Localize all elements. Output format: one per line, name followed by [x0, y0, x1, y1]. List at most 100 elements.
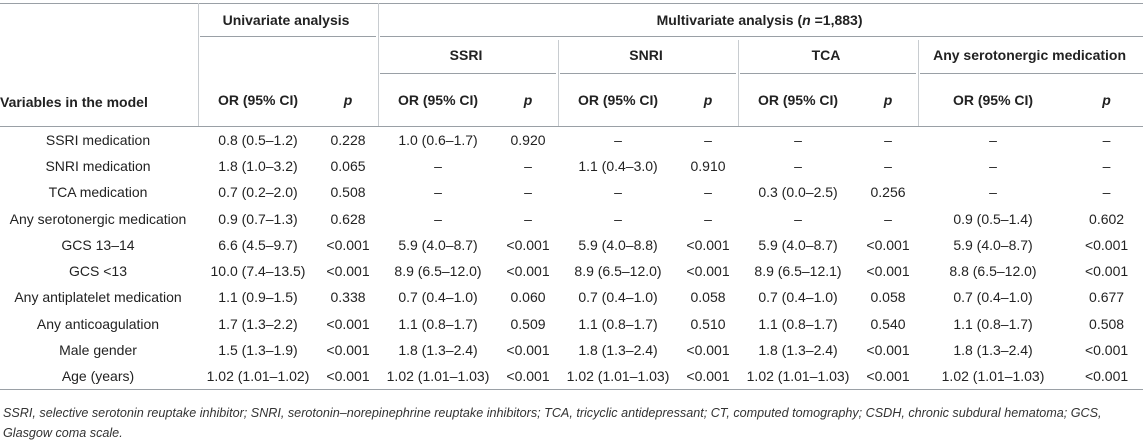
cell: –: [989, 184, 997, 201]
row-variable: Any anticoagulation: [36, 315, 160, 332]
cell: 1.8 (1.3–2.4): [953, 342, 1033, 359]
cell: <0.001: [1084, 263, 1129, 280]
header-separator: [558, 40, 559, 126]
group-header-ssri: SSRI: [449, 47, 483, 63]
cell: –: [794, 131, 802, 148]
multivariate-prefix: Multivariate analysis (: [656, 12, 803, 29]
cell: <0.001: [686, 263, 730, 280]
table-row: Any antiplatelet medication 1.1 (0.9–1.5…: [0, 284, 1143, 310]
cell: –: [614, 184, 622, 201]
header-separator: [738, 40, 739, 126]
cell: 0.3 (0.0–2.5): [758, 184, 838, 201]
cell: <0.001: [500, 363, 557, 390]
cell: 1.1 (0.8–1.7): [953, 315, 1033, 332]
cell: 1.8 (1.0–3.2): [218, 157, 298, 174]
cell: –: [1102, 184, 1111, 201]
cell: –: [434, 210, 442, 227]
table-row: TCA medication 0.7 (0.2–2.0) 0.508 – – –…: [0, 179, 1143, 205]
table-row: Age (years) 1.02 (1.01–1.02) <0.001 1.02…: [0, 363, 1143, 390]
cell: 0.510: [690, 315, 726, 332]
group-header-snri: SNRI: [629, 47, 663, 63]
cell: –: [524, 184, 532, 201]
p-header-snri: p: [680, 73, 737, 127]
cell: –: [614, 210, 622, 227]
or-header-tca: OR (95% CI): [736, 73, 861, 127]
table-footnote: SSRI, selective serotonin reuptake inhib…: [3, 406, 1102, 440]
cell: 0.540: [870, 315, 906, 332]
table-row: GCS <13 10.0 (7.4–13.5) <0.001 8.9 (6.5–…: [0, 258, 1143, 284]
cell: 0.065: [330, 157, 366, 174]
cell: 1.1 (0.8–1.7): [578, 315, 658, 332]
cell: 1.8 (1.3–2.4): [398, 342, 478, 359]
cell: 0.508: [1089, 315, 1125, 332]
any-underline: [920, 73, 1143, 74]
cell: –: [794, 157, 802, 174]
cell: <0.001: [866, 263, 910, 280]
cell: 5.9 (4.0–8.7): [953, 236, 1033, 253]
cell: <0.001: [860, 363, 917, 390]
cell: <0.001: [686, 342, 730, 359]
header-separator: [198, 3, 199, 126]
cell: 0.628: [330, 210, 366, 227]
cell: <0.001: [326, 342, 370, 359]
cell: 0.7 (0.4–1.0): [398, 289, 478, 306]
or-header-snri: OR (95% CI): [556, 73, 681, 127]
cell: 1.02 (1.01–1.02): [196, 363, 320, 390]
row-variable: SSRI medication: [45, 131, 151, 148]
univariate-underline: [200, 36, 376, 37]
header-row-2: SSRI SNRI TCA Any serotonergic medicatio…: [0, 37, 1143, 74]
cell: –: [884, 210, 892, 227]
row-variable: GCS 13–14: [61, 236, 135, 253]
blank-header-cell: [196, 37, 376, 74]
group-header-tca: TCA: [811, 47, 841, 63]
univariate-header: Univariate analysis: [196, 3, 377, 37]
p-header-ssri: p: [500, 73, 557, 127]
cell: –: [1102, 157, 1111, 174]
cell: <0.001: [506, 342, 550, 359]
cell: 0.920: [510, 131, 546, 148]
cell: 1.02 (1.01–1.03): [736, 363, 861, 390]
blank-header-cell: [0, 37, 196, 74]
table-row: Male gender 1.5 (1.3–1.9) <0.001 1.8 (1.…: [0, 337, 1143, 363]
cell: 10.0 (7.4–13.5): [210, 263, 306, 280]
snri-underline: [560, 73, 736, 74]
table-body: SSRI medication 0.8 (0.5–1.2) 0.228 1.0 …: [0, 127, 1143, 390]
cell: 1.02 (1.01–1.03): [556, 363, 681, 390]
cell: <0.001: [1084, 236, 1129, 253]
tca-underline: [740, 73, 916, 74]
results-table: Univariate analysis Multivariate analysi…: [0, 3, 1143, 390]
or-header-ssri: OR (95% CI): [376, 73, 501, 127]
cell: 0.602: [1089, 210, 1125, 227]
cell: 1.1 (0.4–3.0): [578, 157, 658, 174]
cell: 0.509: [510, 315, 546, 332]
cell: 1.8 (1.3–2.4): [578, 342, 658, 359]
multivariate-suffix: =1,883): [810, 12, 863, 29]
table-row: SNRI medication 1.8 (1.0–3.2) 0.065 – – …: [0, 153, 1143, 179]
p-header-any: p: [1070, 73, 1143, 127]
cell: <0.001: [326, 263, 370, 280]
row-variable: GCS <13: [69, 263, 127, 280]
cell: 1.1 (0.8–1.7): [398, 315, 478, 332]
multivariate-n: n: [802, 12, 811, 29]
cell: –: [524, 157, 532, 174]
cell: <0.001: [506, 236, 550, 253]
cell: 5.9 (4.0–8.7): [398, 236, 478, 253]
table-row: Any serotonergic medication 0.9 (0.7–1.3…: [0, 205, 1143, 231]
cell: 0.058: [870, 289, 906, 306]
cell: 0.7 (0.4–1.0): [578, 289, 658, 306]
cell: –: [989, 157, 997, 174]
cell: –: [524, 210, 532, 227]
cell: <0.001: [866, 342, 910, 359]
cell: <0.001: [680, 363, 737, 390]
cell: –: [1102, 131, 1111, 148]
or-header-univariate: OR (95% CI): [196, 73, 320, 127]
table-row: GCS 13–14 6.6 (4.5–9.7) <0.001 5.9 (4.0–…: [0, 232, 1143, 258]
cell: 1.8 (1.3–2.4): [758, 342, 838, 359]
cell: –: [614, 131, 622, 148]
cell: 0.910: [690, 157, 726, 174]
cell: 0.060: [510, 289, 546, 306]
cell: 0.9 (0.7–1.3): [218, 210, 298, 227]
ssri-underline: [380, 73, 556, 74]
row-variable: SNRI medication: [45, 157, 151, 174]
